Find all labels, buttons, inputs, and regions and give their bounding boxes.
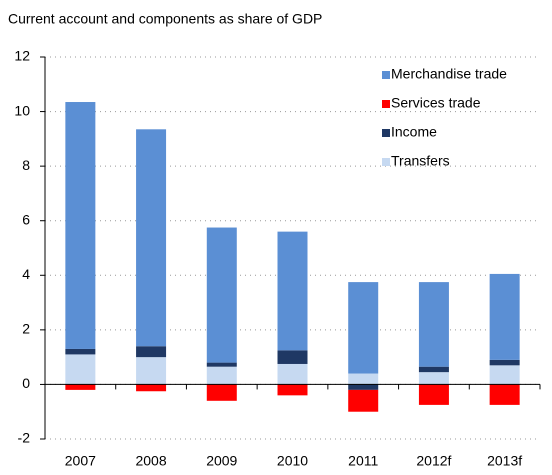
y-tick-label: 2 bbox=[22, 321, 30, 337]
legend-swatch bbox=[382, 158, 390, 166]
bar-segment bbox=[65, 102, 96, 349]
bar-segment bbox=[136, 129, 167, 347]
bar-segment bbox=[489, 365, 520, 385]
bar-segment bbox=[418, 366, 449, 373]
y-tick-label: 12 bbox=[14, 48, 30, 64]
x-tick-label: 2007 bbox=[65, 453, 96, 469]
legend-swatch bbox=[382, 100, 390, 108]
x-tick-label: 2008 bbox=[135, 453, 166, 469]
x-tick-label: 2011 bbox=[348, 453, 378, 469]
bar-segment bbox=[206, 384, 237, 401]
bar-segment bbox=[489, 359, 520, 366]
y-tick-label: 6 bbox=[22, 211, 30, 227]
legend-label: Income bbox=[391, 124, 437, 140]
bar-segment bbox=[65, 384, 96, 390]
bar-segment bbox=[65, 354, 96, 385]
bar-segment bbox=[418, 282, 449, 367]
legend-label: Services trade bbox=[391, 95, 481, 111]
bar-segment bbox=[277, 384, 308, 396]
bar-segment bbox=[418, 372, 449, 385]
bar-segment bbox=[277, 363, 308, 385]
y-tick-label: 0 bbox=[22, 375, 30, 391]
x-tick-label: 2009 bbox=[206, 453, 237, 469]
chart-title: Current account and components as share … bbox=[8, 11, 322, 27]
x-tick-label: 2010 bbox=[277, 453, 308, 469]
bar-segment bbox=[489, 384, 520, 405]
bar-segment bbox=[489, 273, 520, 360]
legend-swatch bbox=[382, 129, 390, 137]
bar-segment bbox=[348, 373, 379, 385]
y-tick-label: 4 bbox=[22, 266, 30, 282]
bar-segment bbox=[136, 384, 167, 392]
bar-segment bbox=[348, 389, 379, 412]
legend-label: Merchandise trade bbox=[391, 66, 507, 82]
y-tick-label: -2 bbox=[18, 430, 31, 446]
legend-label: Transfers bbox=[391, 153, 450, 169]
bar-segment bbox=[277, 231, 308, 351]
bar-segment bbox=[136, 346, 167, 358]
y-tick-label: 8 bbox=[22, 157, 30, 173]
bar-segment bbox=[136, 357, 167, 385]
legend-swatch bbox=[382, 71, 390, 79]
y-tick-label: 10 bbox=[14, 102, 30, 118]
x-tick-label: 2013f bbox=[487, 453, 522, 469]
bar-segment bbox=[206, 362, 237, 367]
bar-segment bbox=[277, 350, 308, 364]
bar-segment bbox=[348, 384, 379, 390]
bar-segment bbox=[348, 282, 379, 374]
x-tick-label: 2012f bbox=[416, 453, 451, 469]
bar-segment bbox=[418, 384, 449, 405]
bar-segment bbox=[206, 366, 237, 385]
bar-segment bbox=[65, 348, 96, 355]
bar-segment bbox=[206, 227, 237, 363]
